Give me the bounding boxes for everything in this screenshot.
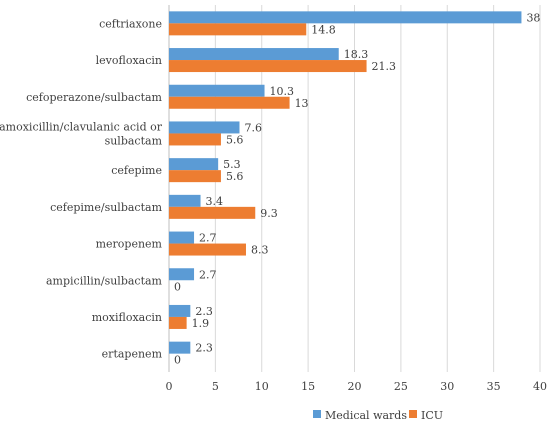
category-label: cefepime/sulbactam bbox=[50, 201, 162, 214]
category-label: cefoperazone/sulbactam bbox=[26, 91, 162, 104]
x-tick-label: 40 bbox=[533, 380, 547, 393]
data-label: 8.3 bbox=[251, 244, 268, 257]
bar-icu bbox=[169, 60, 367, 73]
bar-medical-wards bbox=[169, 158, 219, 171]
data-label: 0 bbox=[174, 354, 181, 367]
category-label: levofloxacin bbox=[96, 54, 162, 67]
data-label: 7.6 bbox=[244, 121, 261, 134]
data-label: 5.3 bbox=[223, 158, 241, 171]
x-tick-label: 10 bbox=[255, 380, 269, 393]
x-tick-label: 5 bbox=[212, 380, 219, 393]
legend-swatch-medical-wards bbox=[313, 410, 321, 418]
bar-medical-wards bbox=[169, 231, 195, 244]
data-label: 21.3 bbox=[372, 60, 397, 73]
x-tick-label: 35 bbox=[487, 380, 501, 393]
data-label: 9.3 bbox=[260, 207, 278, 220]
data-label: 1.9 bbox=[192, 317, 210, 330]
data-label: 14.8 bbox=[311, 23, 336, 36]
bar-medical-wards bbox=[169, 121, 240, 134]
data-label: 2.7 bbox=[199, 268, 217, 281]
data-label: 5.6 bbox=[226, 133, 244, 146]
data-label: 38 bbox=[526, 11, 540, 24]
x-tick-label: 0 bbox=[166, 380, 173, 393]
bar-medical-wards bbox=[169, 84, 265, 97]
data-label: 2.7 bbox=[199, 232, 217, 245]
bar-icu bbox=[169, 316, 187, 329]
category-label: ceftriaxone bbox=[99, 17, 162, 30]
category-label: meropenem bbox=[96, 238, 163, 251]
data-label: 10.3 bbox=[270, 85, 295, 98]
legend-label: ICU bbox=[421, 409, 443, 422]
bar-icu bbox=[169, 133, 221, 146]
category-label: ampicillin/sulbactam bbox=[46, 274, 163, 287]
category-label: amoxicillin/clavulanic acid or bbox=[0, 120, 163, 133]
bar-icu bbox=[169, 243, 246, 256]
x-tick-label: 25 bbox=[394, 380, 408, 393]
x-tick-label: 15 bbox=[301, 380, 315, 393]
category-label: ertapenem bbox=[102, 348, 163, 361]
category-label: moxifloxacin bbox=[92, 311, 162, 324]
bar-medical-wards bbox=[169, 11, 522, 24]
legend-label: Medical wards bbox=[325, 409, 407, 422]
data-label: 2.3 bbox=[195, 342, 213, 355]
data-label: 0 bbox=[174, 280, 181, 293]
bar-medical-wards bbox=[169, 48, 339, 61]
bar-medical-wards bbox=[169, 194, 201, 207]
legend-swatch-icu bbox=[409, 410, 417, 418]
data-label: 3.4 bbox=[206, 195, 224, 208]
data-label: 18.3 bbox=[344, 48, 369, 61]
data-label: 2.3 bbox=[195, 305, 213, 318]
data-label: 13 bbox=[295, 97, 309, 110]
bar-medical-wards bbox=[169, 268, 195, 281]
x-tick-label: 30 bbox=[440, 380, 454, 393]
x-tick-label: 20 bbox=[348, 380, 362, 393]
category-label: cefepime bbox=[111, 164, 162, 177]
category-label: sulbactam bbox=[105, 134, 163, 147]
bar-icu bbox=[169, 206, 256, 219]
bar-medical-wards bbox=[169, 304, 191, 317]
bar-icu bbox=[169, 96, 290, 109]
data-label: 5.6 bbox=[226, 170, 244, 183]
bar-icu bbox=[169, 170, 221, 183]
bar-medical-wards bbox=[169, 341, 191, 354]
bar-icu bbox=[169, 23, 307, 36]
